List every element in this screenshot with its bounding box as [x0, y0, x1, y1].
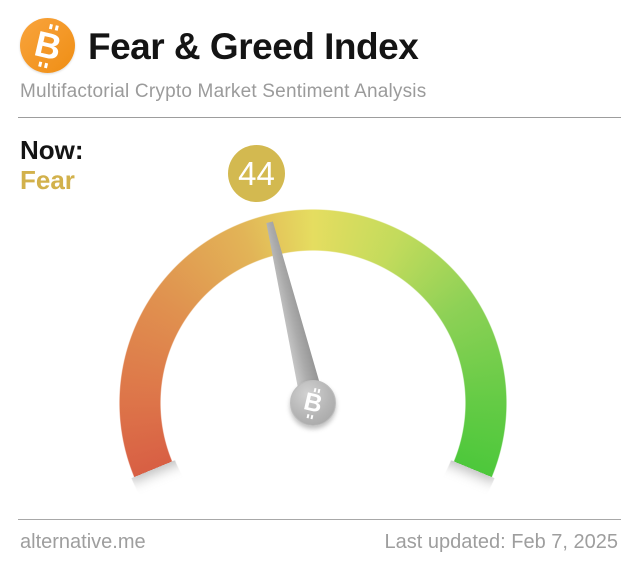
page-title: Fear & Greed Index	[88, 26, 419, 67]
footer-last-updated: Last updated: Feb 7, 2025	[384, 531, 618, 553]
value-badge: 44	[228, 145, 285, 202]
bitcoin-glyph: B	[30, 22, 65, 68]
bitcoin-glyph: B	[301, 386, 326, 419]
now-label: Now:	[20, 135, 84, 165]
bitcoin-logo: B	[20, 18, 75, 73]
now-sentiment: Fear	[20, 165, 75, 195]
footer-site-name: alternative.me	[20, 531, 146, 553]
page-subtitle: Multifactorial Crypto Market Sentiment A…	[20, 81, 427, 102]
bitcoin-icon: B	[30, 22, 65, 68]
gauge-hub: B	[290, 380, 336, 426]
header-divider	[18, 117, 621, 118]
bitcoin-icon: B	[301, 386, 326, 419]
footer-divider	[18, 519, 621, 520]
sentiment-gauge: B	[115, 205, 511, 575]
